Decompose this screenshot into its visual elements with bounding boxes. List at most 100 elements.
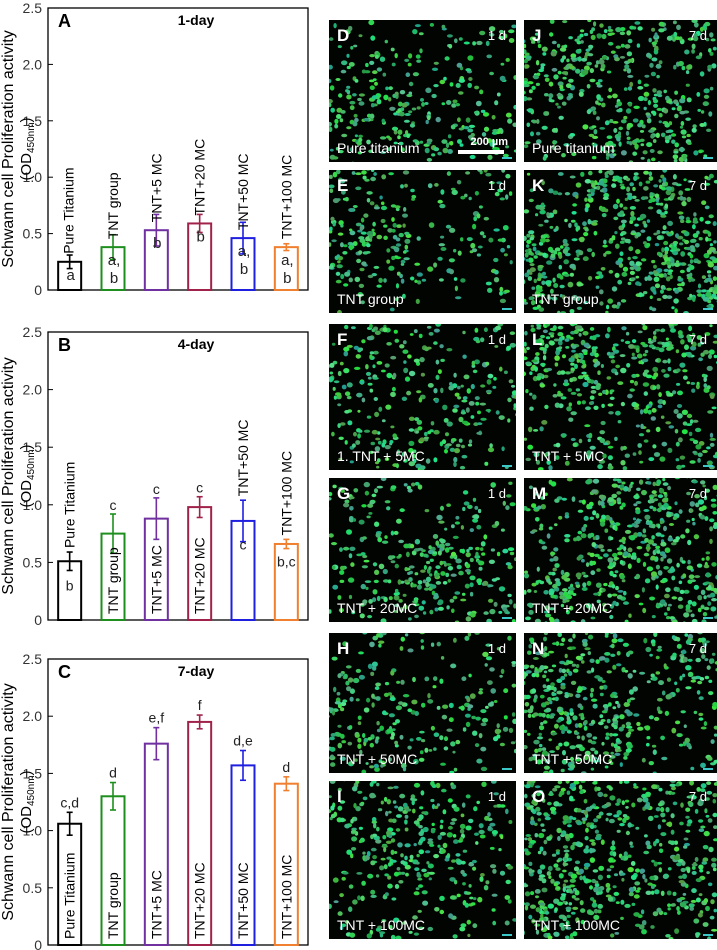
cell <box>635 424 640 428</box>
cell <box>623 115 628 120</box>
cell <box>602 55 608 60</box>
cell <box>403 458 408 463</box>
cell <box>665 189 672 196</box>
cell <box>622 466 628 470</box>
cell <box>620 460 626 466</box>
cell <box>620 150 627 156</box>
cell <box>558 515 563 520</box>
cell <box>365 251 371 254</box>
cell <box>663 268 669 272</box>
cell <box>606 304 610 310</box>
cell <box>543 689 550 692</box>
cell <box>655 359 659 363</box>
cell <box>560 245 564 249</box>
cell <box>709 538 713 544</box>
cell <box>388 97 392 102</box>
cell <box>412 29 418 35</box>
cell <box>419 437 425 442</box>
cell <box>624 529 632 534</box>
cell <box>629 220 634 224</box>
cell <box>702 612 708 617</box>
cell <box>402 223 406 228</box>
cell <box>653 184 659 188</box>
cell <box>331 431 335 437</box>
cell <box>446 503 451 507</box>
cell <box>604 765 609 769</box>
cell <box>672 154 679 160</box>
cell <box>552 190 559 195</box>
cell <box>524 39 526 44</box>
cell <box>404 238 411 244</box>
cell <box>411 194 417 199</box>
cell <box>685 423 693 426</box>
cell <box>623 87 628 91</box>
cell <box>550 288 554 294</box>
cell <box>489 71 494 76</box>
cell <box>621 536 626 542</box>
category-label: TNT+5 MC <box>148 153 164 222</box>
cell <box>534 618 541 622</box>
cell <box>355 354 361 359</box>
cell <box>462 330 466 335</box>
cell <box>581 499 586 505</box>
cell <box>607 326 611 333</box>
cell <box>384 363 390 368</box>
cell <box>616 547 622 551</box>
cell <box>548 738 552 742</box>
cell <box>668 324 674 327</box>
cell <box>636 546 643 550</box>
cell <box>607 28 614 32</box>
cell <box>439 560 444 566</box>
cell <box>651 615 656 619</box>
cell <box>702 101 709 107</box>
y-tick-label: 0 <box>34 937 42 950</box>
cell <box>530 131 534 137</box>
cell <box>708 48 712 53</box>
cell <box>410 188 415 193</box>
cell <box>506 494 512 498</box>
cell <box>367 382 373 386</box>
cell <box>660 214 667 218</box>
cell <box>603 29 608 34</box>
panel-label-D: D <box>337 26 350 45</box>
cell <box>666 558 673 564</box>
cell <box>552 394 558 398</box>
cell <box>333 686 337 693</box>
cell <box>338 608 344 613</box>
cell <box>585 562 590 567</box>
cell <box>624 453 630 458</box>
cell <box>648 344 655 348</box>
cell <box>524 90 526 95</box>
cell <box>632 256 638 260</box>
cell <box>576 735 581 739</box>
cell <box>704 332 711 336</box>
cell <box>420 372 425 377</box>
cell <box>707 410 714 414</box>
cell <box>381 369 386 373</box>
cell <box>569 638 573 643</box>
cell <box>343 346 350 352</box>
cell <box>460 278 466 283</box>
cell <box>623 756 628 760</box>
cell <box>543 374 549 379</box>
cell <box>402 340 407 345</box>
cell <box>548 668 554 673</box>
cell <box>697 680 703 685</box>
cell <box>595 100 599 105</box>
scale-tick <box>703 465 713 467</box>
cell <box>568 94 573 99</box>
y-tick-label: 1.5 <box>23 113 43 129</box>
cell <box>657 404 663 409</box>
cell <box>455 558 462 564</box>
cell <box>557 310 561 313</box>
cell <box>553 547 559 552</box>
cell <box>707 756 713 760</box>
cell <box>658 113 663 118</box>
cell <box>594 64 599 68</box>
cell <box>460 813 465 818</box>
cell <box>652 771 657 773</box>
cell <box>425 581 430 588</box>
cell <box>529 263 535 267</box>
cell <box>535 352 540 356</box>
cell <box>638 360 642 365</box>
